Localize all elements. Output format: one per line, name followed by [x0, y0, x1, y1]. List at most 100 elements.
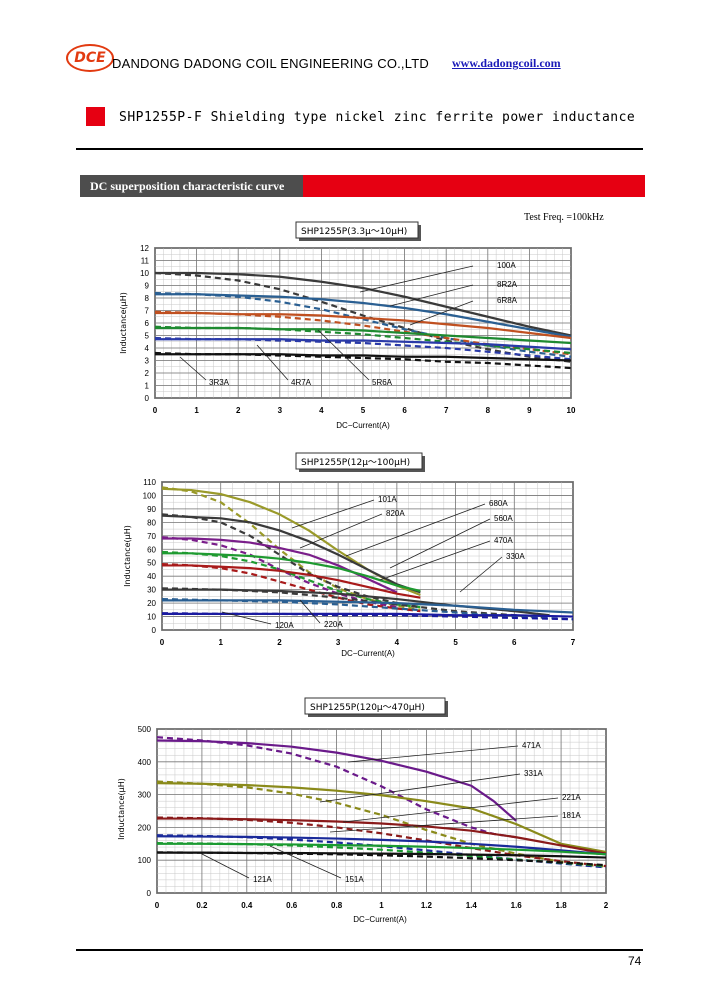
series-dashed-121A — [156, 851, 607, 867]
series-label-181A: 181A — [562, 811, 581, 820]
page-number: 74 — [628, 954, 642, 968]
series-label-221A: 221A — [562, 793, 581, 802]
leader-line-6R8A — [409, 300, 474, 326]
series-dashed-8R2A — [154, 291, 572, 358]
x-tick-label: 2 — [277, 638, 282, 647]
x-tick-label: 0 — [155, 901, 160, 910]
test-frequency: Test Freq. =100kHz — [524, 212, 604, 223]
series-label-3R3A: 3R3A — [209, 378, 230, 387]
leader-line-220A — [299, 599, 321, 624]
series-label-820A: 820A — [386, 509, 405, 518]
y-tick-label: 40 — [147, 572, 156, 581]
section-header-label-bg: DC superposition characteristic curve — [80, 175, 303, 197]
plot-area — [154, 247, 572, 399]
chart-title-shadow — [308, 701, 448, 717]
footer-divider — [76, 949, 643, 951]
chart-title: SHP1255P(120μ～470μH) — [310, 703, 425, 713]
series-dashed-471A — [156, 736, 517, 839]
x-tick-label: 1.4 — [466, 901, 478, 910]
series-line-181A — [156, 835, 607, 856]
series-line-101A — [161, 487, 421, 597]
series-label-560A: 560A — [494, 514, 513, 523]
leader-line-560A — [389, 518, 491, 569]
series-label-471A: 471A — [522, 741, 541, 750]
series-line-330A — [162, 588, 550, 617]
series-label-6R8A: 6R8A — [497, 296, 518, 305]
leader-line-8R2A — [389, 284, 474, 307]
x-tick-label: 1 — [379, 901, 384, 910]
y-tick-label: 8 — [145, 294, 150, 303]
y-tick-label: 300 — [138, 791, 152, 800]
series-line-4R7A — [155, 338, 572, 351]
section-header: DC superposition characteristic curve — [80, 175, 645, 197]
x-tick-label: 0 — [160, 638, 165, 647]
series-line-5R6A — [155, 326, 572, 345]
leader-line-221A — [342, 797, 559, 823]
x-tick-label: 1.6 — [511, 901, 523, 910]
x-tick-label: 10 — [567, 406, 576, 415]
series-dashed-3R3A — [154, 351, 572, 370]
y-tick-label: 80 — [147, 518, 156, 527]
x-axis-label: DC−Current(A) — [336, 421, 390, 430]
page-header: DCE DANDONG DADONG COIL ENGINEERING CO.,… — [0, 0, 710, 80]
y-tick-label: 500 — [138, 725, 152, 734]
y-tick-label: 0 — [145, 394, 150, 403]
leader-line-680A — [345, 503, 486, 557]
product-title: SHP1255P-F Shielding type nickel zinc fe… — [119, 110, 636, 125]
series-dashed-6R8A — [154, 310, 572, 356]
x-tick-label: 6 — [512, 638, 517, 647]
series-dashed-5R6A — [154, 325, 572, 355]
y-tick-label: 12 — [140, 244, 149, 253]
series-label-330A: 330A — [506, 552, 525, 561]
leader-line-4R7A — [256, 344, 289, 381]
y-axis-label: Inductance(μH) — [117, 778, 126, 840]
series-line-221A — [157, 817, 607, 855]
website-link[interactable]: www.dadongcoil.com — [452, 56, 561, 70]
y-tick-label: 10 — [140, 269, 149, 278]
x-tick-label: 0.8 — [331, 901, 343, 910]
plot-area — [156, 728, 607, 894]
series-label-101A: 101A — [378, 495, 397, 504]
company-logo: DCE — [66, 44, 114, 72]
y-tick-label: 9 — [145, 282, 150, 291]
y-tick-label: 50 — [147, 559, 156, 568]
y-axis-label: Inductance(μH) — [123, 525, 132, 587]
series-line-100A — [155, 271, 572, 337]
x-tick-label: 7 — [444, 406, 449, 415]
y-tick-label: 1 — [145, 382, 150, 391]
y-tick-label: 110 — [143, 478, 156, 487]
company-name: DANDONG DADONG COIL ENGINEERING CO.,LTD — [112, 56, 429, 71]
x-tick-label: 2 — [604, 901, 609, 910]
leader-line-330A — [459, 556, 503, 593]
series-line-470A — [162, 564, 421, 599]
title-marker — [86, 107, 105, 126]
x-axis-label: DC−Current(A) — [353, 915, 407, 924]
series-dashed-331A — [156, 780, 607, 868]
y-tick-label: 10 — [147, 613, 156, 622]
series-line-331A — [156, 782, 607, 854]
x-tick-label: 6 — [402, 406, 407, 415]
y-tick-label: 20 — [147, 599, 156, 608]
y-tick-label: 400 — [138, 758, 152, 767]
y-tick-label: 0 — [152, 626, 157, 635]
series-line-120A — [162, 612, 574, 618]
series-line-560A — [162, 552, 421, 593]
series-dashed-151A — [156, 842, 607, 868]
title-divider — [76, 148, 643, 150]
series-line-680A — [162, 537, 398, 594]
series-line-471A — [156, 739, 517, 822]
x-tick-label: 5 — [361, 406, 366, 415]
x-tick-label: 1.2 — [421, 901, 433, 910]
series-dashed-100A — [154, 271, 572, 363]
chart-title-shadow — [299, 225, 421, 241]
series-label-331A: 331A — [524, 769, 543, 778]
y-tick-label: 200 — [138, 823, 152, 832]
series-line-8R2A — [155, 293, 572, 338]
y-tick-label: 90 — [147, 505, 156, 514]
leader-line-470A — [379, 540, 491, 581]
chart-title-shadow — [299, 456, 425, 472]
x-tick-label: 0.2 — [196, 901, 208, 910]
